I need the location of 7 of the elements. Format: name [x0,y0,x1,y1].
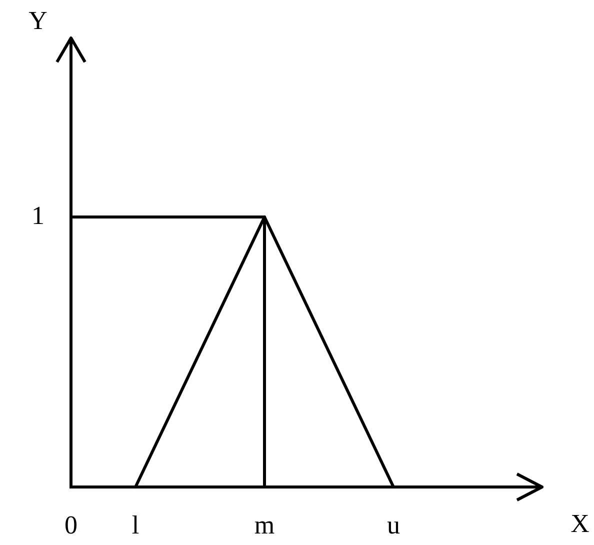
text: 1 [32,200,44,230]
x-tick-label: m [254,510,275,540]
text: Y [28,6,48,35]
x-axis-title: X [570,508,590,538]
x-tick-label: u [387,510,400,540]
x-tick-label: l [132,510,140,540]
x-tick-label: 0 [64,510,78,540]
